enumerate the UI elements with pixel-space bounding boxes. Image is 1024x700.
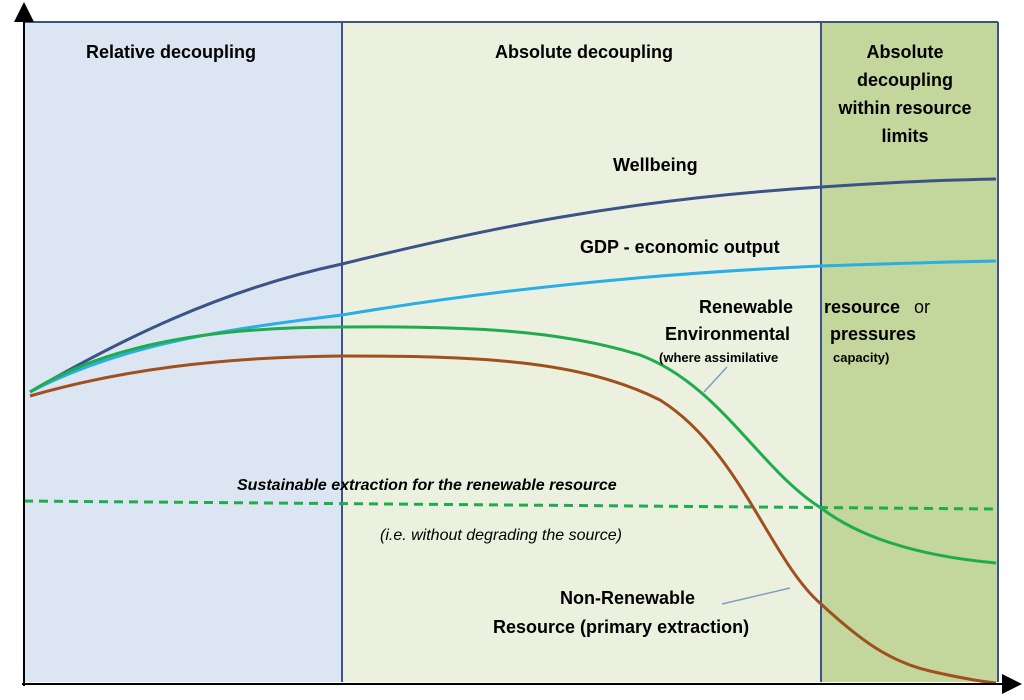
renewable-curve — [29, 325, 997, 565]
region-title-relative: Relative decoupling — [86, 42, 256, 62]
renewable-label-2b: pressures — [830, 324, 916, 344]
renewable-label-2a: Environmental — [665, 324, 790, 344]
renewable-label-3a: (where assimilative — [659, 350, 778, 365]
nonrenewable-label-1: Non-Renewable — [560, 588, 695, 608]
region-within-limits — [821, 22, 998, 682]
sustainable-extraction-line — [23, 499, 999, 511]
sustainable-label: Sustainable extraction for the renewable… — [237, 477, 617, 494]
nonrenewable-pointer-line — [721, 587, 791, 605]
renewable-label-1a: Renewable — [699, 297, 793, 317]
renewable-label-1c: or — [914, 297, 930, 317]
renewable-label-3b: capacity) — [833, 350, 889, 365]
region-absolute-decoupling — [342, 22, 821, 682]
gdp-curve — [29, 259, 997, 394]
nonrenewable-curve — [29, 354, 997, 685]
wellbeing-label: Wellbeing — [613, 155, 698, 175]
renewable-label-1b: resource — [824, 297, 900, 317]
region-title-limits-line4: limits — [881, 126, 928, 146]
region-title-absolute: Absolute decoupling — [495, 42, 673, 62]
region-title-limits-line1: Absolute — [866, 42, 943, 62]
region-title-limits-line3: within resource — [837, 98, 971, 118]
sustainable-note: (i.e. without degrading the source) — [380, 527, 622, 544]
nonrenewable-label-2: Resource (primary extraction) — [493, 617, 749, 637]
renewable-pointer-line — [703, 366, 728, 393]
region-relative-decoupling — [24, 22, 342, 682]
region-title-limits-line2: decoupling — [857, 70, 953, 90]
gdp-label: GDP - economic output — [580, 237, 780, 257]
wellbeing-curve — [29, 177, 997, 394]
